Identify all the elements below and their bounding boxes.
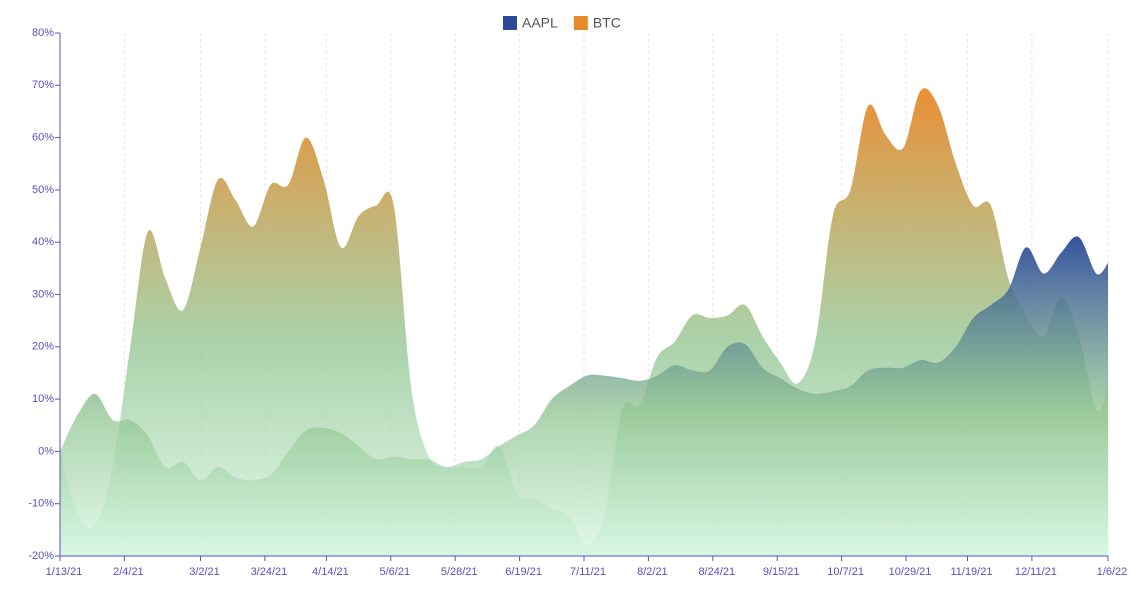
y-tick-label: -10% [28, 498, 54, 510]
y-tick-label: 80% [32, 27, 54, 39]
x-tick-label: 10/29/21 [889, 566, 932, 578]
y-tick-label: 20% [32, 341, 54, 353]
x-tick-label: 10/7/21 [827, 566, 864, 578]
legend-label: AAPL [522, 15, 558, 31]
y-tick-label: 60% [32, 132, 54, 144]
y-tick-label: 30% [32, 288, 54, 300]
x-tick-label: 1/6/22 [1097, 566, 1128, 578]
x-tick-label: 12/11/21 [1015, 566, 1057, 578]
x-tick-label: 1/13/21 [46, 566, 83, 578]
y-tick-label: 70% [32, 79, 54, 91]
legend-swatch [503, 16, 517, 30]
x-tick-label: 6/19/21 [505, 566, 542, 578]
x-tick-label: 8/24/21 [698, 566, 735, 578]
y-tick-label: 40% [32, 236, 54, 248]
y-tick-label: -20% [28, 550, 54, 562]
y-tick-label: 50% [32, 184, 54, 196]
area [60, 236, 1108, 556]
y-tick-label: 10% [32, 393, 54, 405]
x-tick-label: 2/4/21 [113, 566, 144, 578]
x-tick-label: 3/2/21 [189, 566, 220, 578]
y-tick-label: 0% [38, 445, 54, 457]
legend-swatch [573, 16, 588, 30]
x-tick-label: 11/19/21 [950, 566, 992, 578]
x-tick-label: 5/28/21 [441, 566, 478, 578]
x-tick-label: 5/6/21 [379, 566, 410, 578]
x-tick-label: 8/2/21 [637, 566, 668, 578]
x-tick-label: 9/15/21 [763, 566, 800, 578]
x-tick-label: 7/11/21 [570, 566, 606, 578]
x-tick-label: 3/24/21 [251, 566, 288, 578]
legend-label: BTC [593, 15, 621, 31]
x-tick-label: 4/14/21 [312, 566, 349, 578]
